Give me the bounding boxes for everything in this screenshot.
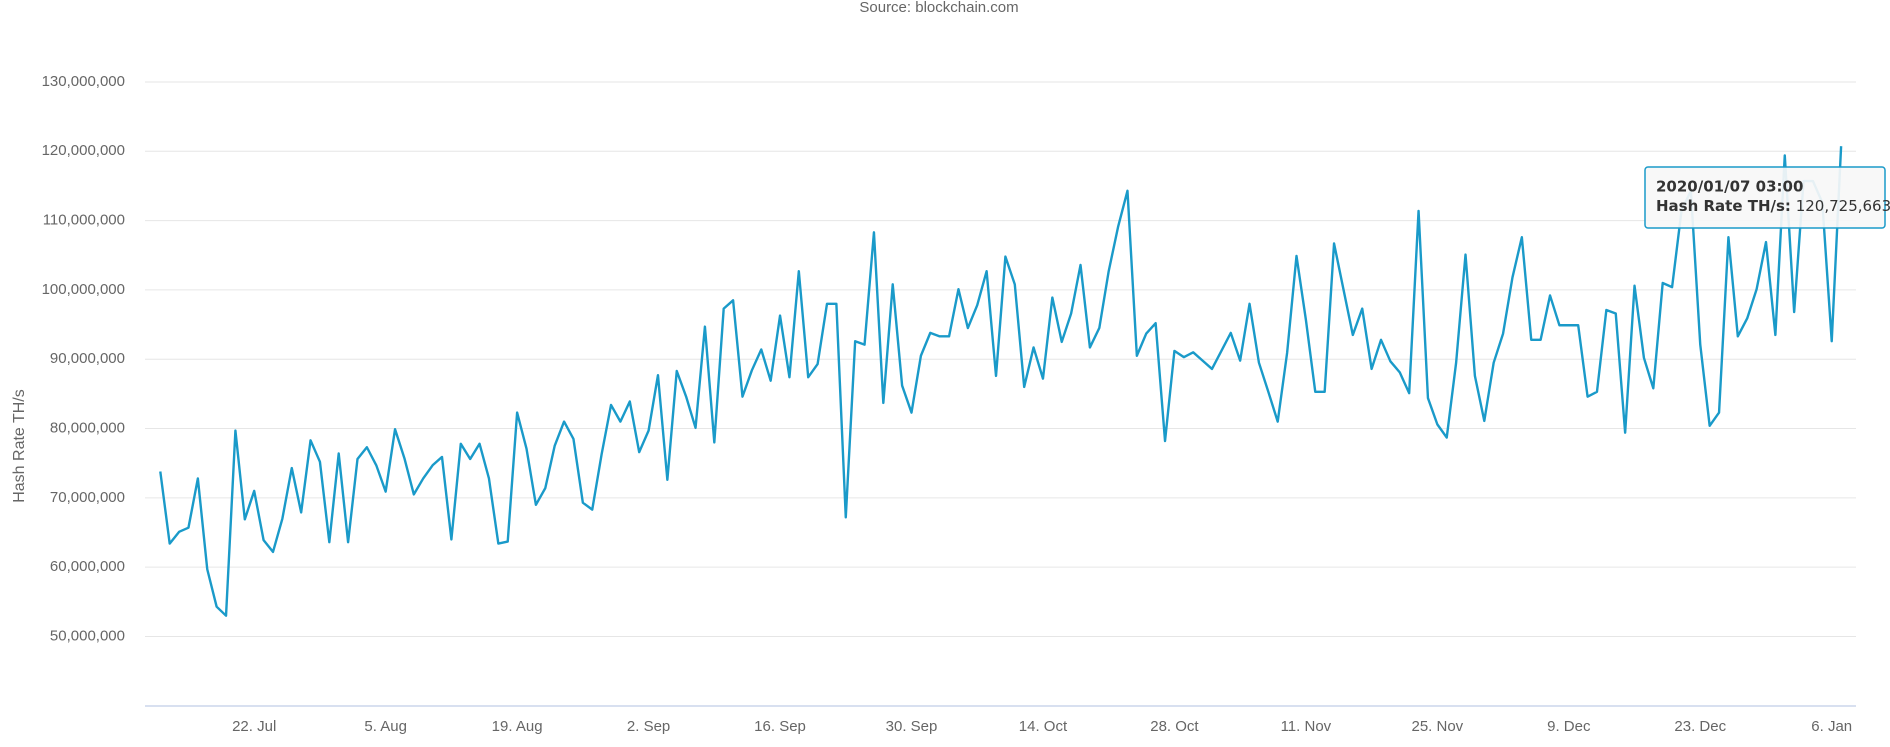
x-tick-label: 5. Aug [364, 718, 407, 735]
tooltip-label: Hash Rate TH/s: [1656, 197, 1791, 215]
y-tick-label: 50,000,000 [50, 627, 125, 644]
y-tick-label: 70,000,000 [50, 489, 125, 506]
x-tick-label: 11. Nov [1281, 718, 1332, 735]
x-tick-label: 14. Oct [1019, 718, 1068, 735]
x-tick-label: 2. Sep [627, 718, 670, 735]
data-line [159, 146, 1843, 617]
y-tick-label: 90,000,000 [50, 350, 125, 367]
x-tick-label: 28. Oct [1150, 718, 1199, 735]
y-axis-label: Hash Rate TH/s [11, 389, 28, 503]
tooltip-value: 120,725,663 [1796, 197, 1890, 215]
x-tick-label: 19. Aug [492, 718, 543, 735]
y-tick-label: 100,000,000 [42, 281, 125, 298]
tooltip: 2020/01/07 03:00 Hash Rate TH/s: 120,725… [1644, 166, 1890, 229]
y-tick-label: 110,000,000 [43, 212, 125, 229]
y-tick-label: 120,000,000 [42, 142, 125, 159]
x-tick-label: 23. Dec [1674, 718, 1726, 735]
x-tick-label: 9. Dec [1547, 718, 1591, 735]
x-tick-label: 22. Jul [232, 718, 276, 735]
x-tick-label: 16. Sep [754, 718, 806, 735]
x-tick-label: 30. Sep [886, 718, 938, 735]
y-tick-label: 130,000,000 [42, 73, 125, 90]
x-tick-label: 6. Jan [1811, 718, 1852, 735]
tooltip-title: 2020/01/07 03:00 [1656, 178, 1803, 196]
tooltip-box [1644, 166, 1886, 229]
tooltip-line: Hash Rate TH/s: 120,725,663 [1656, 197, 1890, 215]
x-tick-label: 25. Nov [1411, 718, 1463, 735]
chart-subtitle: Source: blockchain.com [859, 0, 1018, 16]
y-tick-label: 80,000,000 [50, 420, 125, 437]
y-tick-label: 60,000,000 [50, 558, 125, 575]
